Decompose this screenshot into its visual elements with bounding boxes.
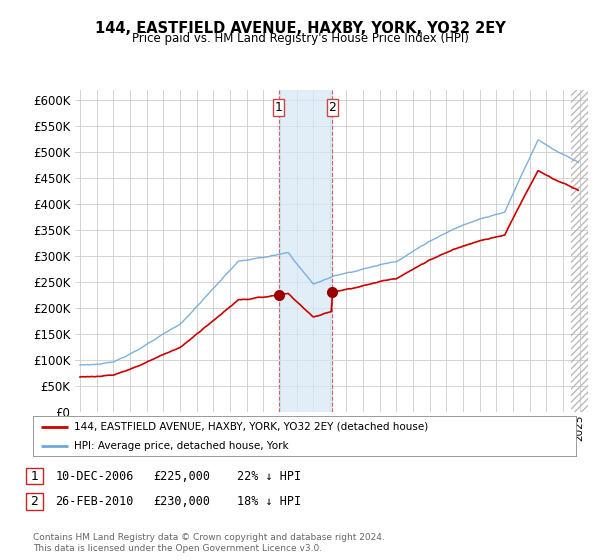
Text: 144, EASTFIELD AVENUE, HAXBY, YORK, YO32 2EY: 144, EASTFIELD AVENUE, HAXBY, YORK, YO32… [95, 21, 505, 36]
Text: £225,000: £225,000 [153, 469, 210, 483]
Text: 26-FEB-2010: 26-FEB-2010 [55, 494, 134, 508]
Text: 22% ↓ HPI: 22% ↓ HPI [237, 469, 301, 483]
Text: 144, EASTFIELD AVENUE, HAXBY, YORK, YO32 2EY (detached house): 144, EASTFIELD AVENUE, HAXBY, YORK, YO32… [74, 422, 428, 432]
Text: HPI: Average price, detached house, York: HPI: Average price, detached house, York [74, 441, 289, 450]
Text: 1: 1 [275, 101, 283, 114]
Bar [571, 90, 588, 412]
Text: 10-DEC-2006: 10-DEC-2006 [55, 469, 134, 483]
Bar [571, 90, 588, 412]
Text: Contains HM Land Registry data © Crown copyright and database right 2024.
This d: Contains HM Land Registry data © Crown c… [33, 533, 385, 553]
Bar [278, 90, 332, 412]
Text: Price paid vs. HM Land Registry's House Price Index (HPI): Price paid vs. HM Land Registry's House … [131, 32, 469, 45]
Text: £230,000: £230,000 [153, 494, 210, 508]
Text: 2: 2 [328, 101, 336, 114]
Text: 18% ↓ HPI: 18% ↓ HPI [237, 494, 301, 508]
Text: 2: 2 [30, 494, 38, 508]
Text: 1: 1 [30, 469, 38, 483]
